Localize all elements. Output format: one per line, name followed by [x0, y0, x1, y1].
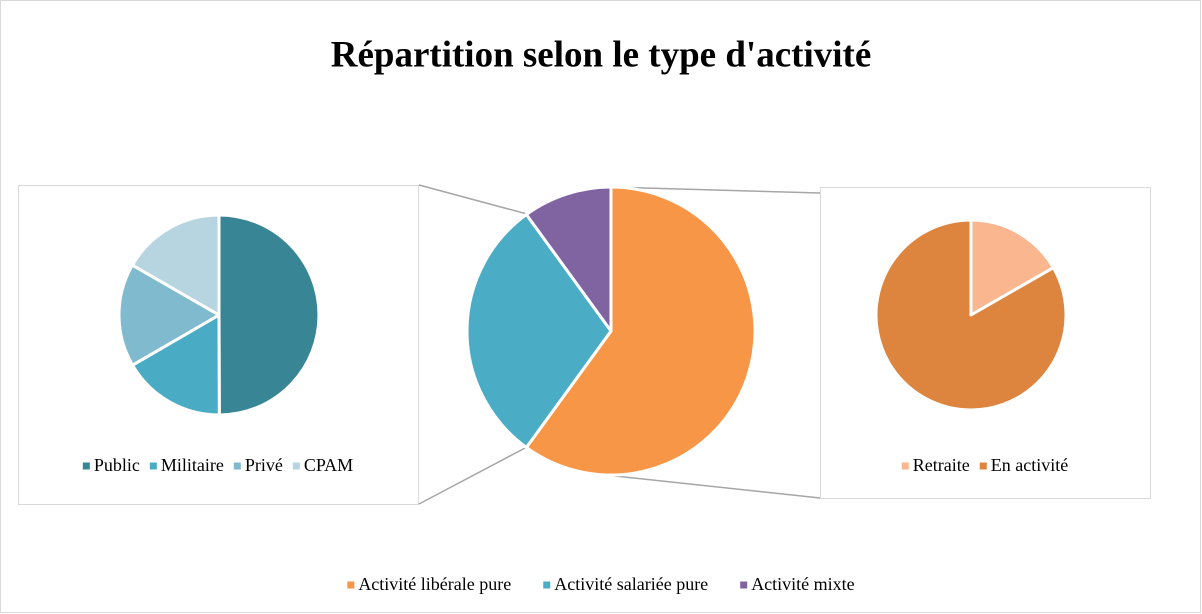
- pie-slice: [131, 313, 221, 417]
- legend-label: En activité: [991, 455, 1068, 475]
- legend-label: Retraite: [913, 455, 970, 475]
- legend-swatch: [149, 462, 157, 470]
- pie-slice: [117, 263, 221, 367]
- legend-label: Public: [94, 455, 140, 475]
- connector: [605, 474, 821, 499]
- legend-label: Militaire: [161, 455, 224, 475]
- legend-swatch: [82, 462, 90, 470]
- legend-swatch: [979, 462, 987, 470]
- legend-swatch: [740, 581, 748, 589]
- legend-label: Activité libérale pure: [358, 574, 511, 594]
- pie-slice: [524, 185, 757, 477]
- legend-label: CPAM: [304, 455, 353, 475]
- pie-slice: [130, 213, 221, 317]
- legend-swatch: [233, 462, 241, 470]
- legend-label: Activité salariée pure: [554, 574, 708, 594]
- pie-slice: [874, 218, 1068, 412]
- legend-swatch: [292, 462, 300, 470]
- pie-slice: [465, 213, 613, 449]
- connector: [418, 446, 528, 505]
- legend-swatch: [901, 462, 909, 470]
- chart-title: Répartition selon le type d'activité: [331, 34, 872, 75]
- pie-slice: [524, 185, 613, 333]
- pie-slice: [217, 213, 321, 417]
- legend-swatch: [347, 581, 355, 589]
- connector: [610, 186, 821, 194]
- connector: [418, 184, 528, 215]
- pie-slice: [969, 218, 1055, 317]
- legend-label: Privé: [245, 455, 283, 475]
- legend-label: Activité mixte: [751, 574, 854, 594]
- legend-swatch: [543, 581, 551, 589]
